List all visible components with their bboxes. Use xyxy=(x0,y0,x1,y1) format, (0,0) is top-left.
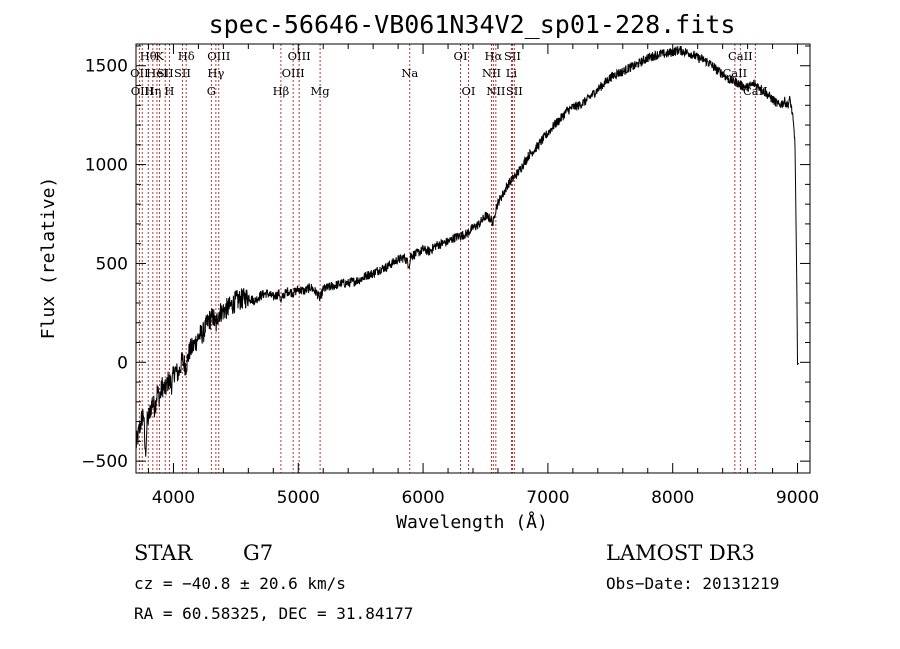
line-label-9: Hδ xyxy=(178,49,195,63)
x-tick-label-1: 5000 xyxy=(277,488,320,508)
line-label-21: Hα xyxy=(484,49,502,63)
line-label-15: OIII xyxy=(288,49,311,63)
line-label-4: HeI xyxy=(146,66,167,80)
line-label-5: K xyxy=(155,49,164,63)
line-label-14: OIII xyxy=(282,66,305,80)
line-label-10: G xyxy=(207,84,216,98)
coordinates: RA = 60.58325, DEC = 31.84177 xyxy=(134,604,413,623)
line-label-22: NII xyxy=(486,84,505,98)
line-label-27: CaII xyxy=(728,49,753,63)
x-axis-label: Wavelength (Å) xyxy=(396,511,548,533)
x-tick-label-4: 8000 xyxy=(651,488,694,508)
line-label-0: OII xyxy=(130,66,149,80)
y-tick-label-0: −500 xyxy=(81,452,128,472)
line-label-18: OI xyxy=(454,49,468,63)
y-axis-label: Flux (relative) xyxy=(38,177,59,340)
y-axis-ticks: −500 0 500 1000 1500 xyxy=(81,45,810,472)
line-label-20: NII xyxy=(482,66,501,80)
line-label-11: Hγ xyxy=(207,66,224,80)
line-label-12: OIII xyxy=(207,49,230,63)
x-axis-ticks: 4000 5000 6000 7000 8000 9000 xyxy=(147,44,819,508)
x-tick-label-5: 9000 xyxy=(776,488,819,508)
object-subclass: G7 xyxy=(243,541,273,565)
line-label-16: Mg xyxy=(311,84,331,98)
x-tick-label-2: 6000 xyxy=(401,488,444,508)
flux-series-line xyxy=(135,45,800,457)
line-label-7: H xyxy=(164,84,174,98)
line-label-8: SII xyxy=(174,66,191,80)
line-label-2: Hθ xyxy=(140,49,157,63)
x-tick-label-3: 7000 xyxy=(526,488,569,508)
chart-title: spec-56646-VB061N34V2_sp01-228.fits xyxy=(209,10,736,39)
line-label-19: OI xyxy=(462,84,476,98)
x-tick-label-0: 4000 xyxy=(152,488,195,508)
y-tick-label-2: 500 xyxy=(96,254,128,274)
line-label-26: CaII xyxy=(722,66,747,80)
line-label-23: Li xyxy=(506,66,518,80)
y-tick-label-3: 1000 xyxy=(85,156,128,176)
y-tick-label-1: 0 xyxy=(117,353,128,373)
line-label-24: SII xyxy=(504,49,521,63)
object-class: STAR xyxy=(134,541,193,565)
emission-line-markers xyxy=(138,44,756,473)
line-label-17: Na xyxy=(401,66,418,80)
emission-line-labels: OIIOIIIHθHηHeIKSIIHSIIHδGHγOIIIHβOIIIOII… xyxy=(130,49,768,98)
line-label-25: SII xyxy=(506,84,523,98)
plot-frame xyxy=(135,43,811,474)
line-label-13: Hβ xyxy=(273,84,290,98)
y-tick-label-4: 1500 xyxy=(85,57,128,77)
line-label-6: SII xyxy=(157,66,174,80)
survey-name: LAMOST DR3 xyxy=(606,541,755,565)
redshift-info: cz = −40.8 ± 20.6 km/s xyxy=(134,574,346,593)
line-label-3: Hη xyxy=(144,84,161,98)
observation-date: Obs−Date: 20131219 xyxy=(606,574,779,593)
